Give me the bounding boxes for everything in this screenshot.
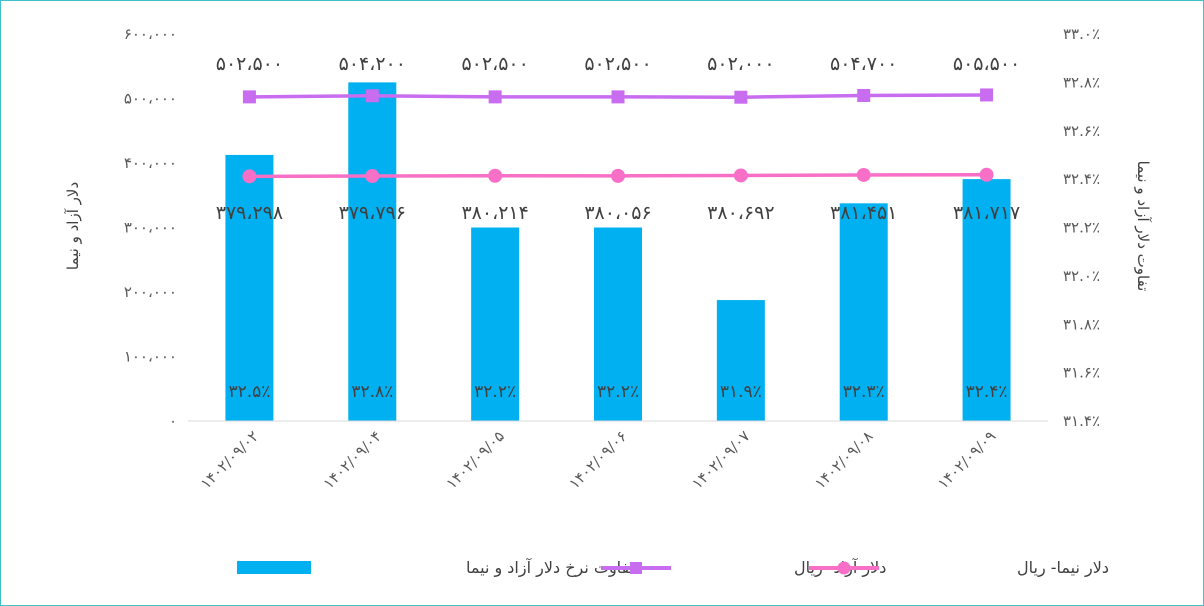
left-tick-label: ۵۰۰،۰۰۰ [124, 90, 177, 108]
bar-diff [225, 154, 274, 421]
data-label-diff: ۳۲.۲٪ [597, 382, 639, 402]
marker-nima-dollar [856, 167, 871, 182]
x-tick-label: ۱۴۰۲/۰۹/۰۹ [934, 427, 999, 492]
right-tick-label: ۳۲.۰٪ [1063, 267, 1100, 285]
data-label-free-dollar: ۵۰۲،۵۰۰ [584, 53, 651, 75]
x-tick-label: ۱۴۰۲/۰۹/۰۵ [443, 427, 508, 492]
data-label-nima-dollar: ۳۸۰،۰۵۶ [584, 202, 651, 224]
data-label-diff: ۳۱.۹٪ [720, 382, 762, 402]
bar-diff [471, 227, 520, 421]
data-label-free-dollar: ۵۰۲،۵۰۰ [461, 53, 528, 75]
left-tick-label: ۲۰۰،۰۰۰ [124, 283, 177, 301]
marker-nima-dollar [365, 169, 380, 184]
left-axis-title: دلار آزاد و نیما [64, 182, 82, 270]
data-label-free-dollar: ۵۰۲،۰۰۰ [707, 53, 774, 75]
right-tick-label: ۳۱.۴٪ [1063, 412, 1100, 430]
bar-diff [348, 82, 397, 421]
marker-free-dollar [980, 88, 994, 102]
left-tick-label: ۴۰۰،۰۰۰ [124, 154, 177, 172]
legend-label-diff: تفاوت نرخ دلار آزاد و نیما [466, 558, 634, 578]
left-tick-label: ۰ [169, 412, 177, 430]
marker-nima-dollar [488, 168, 503, 183]
right-axis-ticks: ۳۱.۴٪ ۳۱.۶٪ ۳۱.۸٪ ۳۲.۰٪ ۳۲.۲٪ ۳۲.۴٪ ۳۲.۶٪ ۳۲.۸٪… [1063, 25, 1100, 430]
marker-free-dollar [611, 90, 625, 104]
marker-free-dollar [242, 90, 256, 104]
bars-layer [225, 82, 1011, 421]
right-tick-label: ۳۳.۰٪ [1063, 25, 1100, 43]
data-label-diff: ۳۲.۵٪ [228, 382, 270, 402]
right-tick-label: ۳۲.۴٪ [1063, 170, 1100, 188]
left-tick-label: ۶۰۰،۰۰۰ [124, 25, 177, 43]
data-label-free-dollar: ۵۰۲،۵۰۰ [216, 53, 283, 75]
right-tick-label: ۳۲.۶٪ [1063, 122, 1100, 140]
left-tick-label: ۱۰۰،۰۰۰ [124, 348, 177, 366]
marker-nima-dollar [242, 169, 257, 184]
bar-diff [594, 227, 642, 421]
data-label-free-dollar: ۵۰۵،۵۰۰ [953, 53, 1020, 75]
bar-diff [716, 300, 765, 421]
data-label-nima-dollar: ۳۸۰،۲۱۴ [461, 202, 528, 224]
bar-diff [839, 203, 888, 421]
data-label-nima-dollar: ۳۸۱،۴۵۱ [830, 202, 897, 224]
marker-free-dollar [488, 90, 502, 104]
data-label-nima-dollar: ۳۸۱،۷۱۷ [953, 202, 1020, 224]
lines-layer [242, 88, 994, 184]
marker-free-dollar [365, 89, 379, 103]
data-label-free-dollar: ۵۰۴،۲۰۰ [339, 53, 406, 75]
legend-marker-nima [837, 561, 851, 575]
marker-free-dollar [857, 88, 871, 102]
legend-marker-free [630, 562, 642, 574]
right-tick-label: ۳۱.۸٪ [1063, 315, 1100, 333]
bar-diff [962, 179, 1011, 421]
right-axis-title: تفاوت دلار آزاد و نیما [1134, 161, 1152, 292]
x-tick-label: ۱۴۰۲/۰۹/۰۷ [688, 427, 753, 492]
marker-free-dollar [734, 90, 748, 104]
marker-nima-dollar [979, 167, 994, 182]
marker-nima-dollar [611, 168, 625, 183]
data-label-free-dollar: ۵۰۴،۷۰۰ [830, 53, 897, 75]
data-label-nima-dollar: ۳۷۹،۲۹۸ [216, 202, 283, 224]
legend-label-nima: دلار نیما- ریال [1017, 558, 1109, 578]
legend: تفاوت نرخ دلار آزاد و نیما دلار آزاد- ری… [237, 558, 1109, 578]
legend-swatch-diff [237, 561, 311, 574]
data-label-diff: ۳۲.۸٪ [351, 382, 393, 402]
x-tick-label: ۱۴۰۲/۰۹/۰۲ [197, 427, 262, 492]
marker-nima-dollar [733, 168, 748, 183]
right-tick-label: ۳۱.۶٪ [1063, 364, 1100, 382]
x-tick-label: ۱۴۰۲/۰۹/۰۴ [320, 427, 385, 492]
data-label-diff: ۳۲.۴٪ [966, 382, 1008, 402]
data-labels-layer: ۵۰۲،۵۰۰ ۵۰۴،۲۰۰ ۵۰۲،۵۰۰ ۵۰۲،۵۰۰ ۵۰۲،۰۰۰ ۵۰۴،۷… [216, 53, 1021, 402]
left-tick-label: ۳۰۰،۰۰۰ [124, 219, 177, 237]
data-label-diff: ۳۲.۳٪ [843, 382, 885, 402]
data-label-nima-dollar: ۳۸۰،۶۹۲ [707, 202, 774, 224]
x-axis-ticks: ۱۴۰۲/۰۹/۰۲ ۱۴۰۲/۰۹/۰۴ ۱۴۰۲/۰۹/۰۵ ۱۴۰۲/۰۹/۰۶… [197, 427, 1000, 492]
right-tick-label: ۳۲.۲٪ [1063, 219, 1100, 237]
left-axis-ticks: ۰ ۱۰۰،۰۰۰ ۲۰۰،۰۰۰ ۳۰۰،۰۰۰ ۴۰۰،۰۰۰ ۵۰۰،۰۰۰ ۶۰۰،… [124, 25, 177, 430]
right-tick-label: ۳۲.۸٪ [1063, 73, 1100, 91]
x-tick-label: ۱۴۰۲/۰۹/۰۸ [811, 427, 876, 492]
x-tick-label: ۱۴۰۲/۰۹/۰۶ [565, 427, 630, 492]
data-label-diff: ۳۲.۲٪ [474, 382, 516, 402]
data-label-nima-dollar: ۳۷۹،۷۹۶ [339, 202, 406, 224]
